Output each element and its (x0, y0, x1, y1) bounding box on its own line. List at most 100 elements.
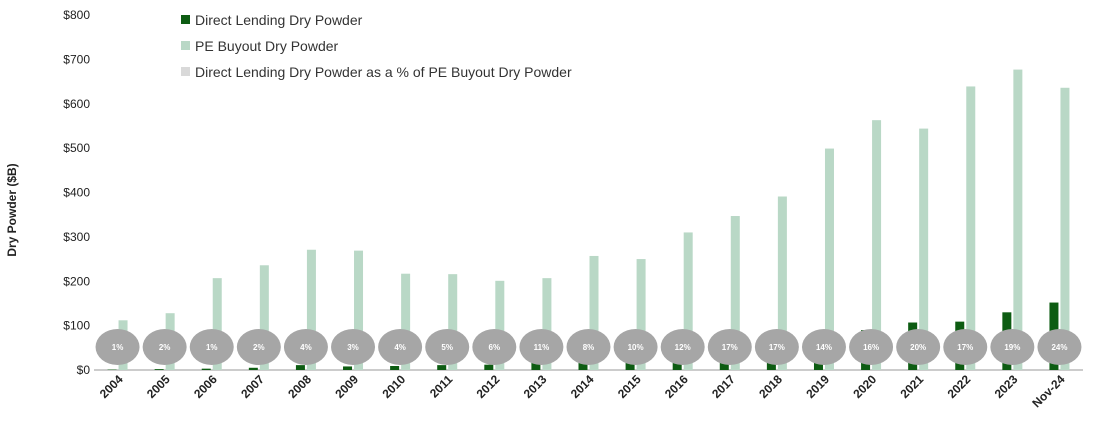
x-tick-label: 2022 (945, 372, 974, 401)
ratio-label: 10% (628, 343, 644, 352)
ratio-bubble (801, 329, 846, 365)
ratio-label: 1% (112, 343, 124, 352)
bar-pe-buyout (448, 274, 458, 370)
x-tick-label: 2021 (898, 372, 927, 401)
x-tick-label: 2007 (238, 372, 267, 401)
legend-swatch-direct-lending (181, 15, 190, 24)
x-tick-label: 2005 (144, 372, 173, 401)
bar-pe-buyout (306, 249, 316, 370)
ratio-bubble (283, 329, 328, 365)
y-tick-label: $800 (63, 8, 90, 22)
bar-pe-buyout (354, 250, 364, 370)
legend: Direct Lending Dry Powder PE Buyout Dry … (181, 12, 572, 80)
x-tick-label: 2012 (474, 372, 503, 401)
x-tick-label: 2014 (568, 372, 597, 401)
ratio-label: 12% (675, 343, 691, 352)
legend-label-pe-buyout: PE Buyout Dry Powder (195, 38, 339, 54)
bar-direct-lending (390, 366, 400, 370)
ratio-label: 1% (206, 343, 218, 352)
x-tick-label: 2004 (97, 372, 126, 401)
y-tick-label: $300 (63, 230, 90, 244)
y-tick-label: $700 (63, 52, 90, 66)
ratio-label: 17% (769, 343, 785, 352)
x-tick-label: 2011 (427, 372, 456, 401)
ratio-bubble (236, 329, 281, 365)
legend-swatch-pe-buyout (181, 41, 190, 50)
ratio-bubble (943, 329, 988, 365)
x-axis: 2004 2005 2006 2007 2008 2009 2010 2011 2012 2013… (97, 372, 1068, 410)
bar-direct-lending (578, 361, 588, 370)
bar-pe-buyout (636, 259, 646, 370)
x-tick-label: 2015 (615, 372, 644, 401)
bar-pe-buyout (730, 216, 740, 370)
ratio-bubble (849, 329, 894, 365)
x-tick-label: Nov-24 (1029, 372, 1067, 410)
ratio-label: 2% (253, 343, 265, 352)
ratio-label: 20% (910, 343, 926, 352)
ratio-bubble (990, 329, 1035, 365)
y-axis: $0 $100 $200 $300 $400 $500 $600 $700 $800 (63, 8, 90, 377)
x-tick-label: 2023 (992, 372, 1021, 401)
legend-label-ratio: Direct Lending Dry Powder as a % of PE B… (195, 64, 572, 80)
ratio-bubble (519, 329, 564, 365)
ratio-bubble (896, 329, 941, 365)
y-tick-label: $200 (63, 274, 90, 288)
ratio-bubble (378, 329, 423, 365)
ratio-bubble (754, 329, 799, 365)
bar-pe-buyout (1013, 69, 1023, 371)
bar-pe-buyout (824, 148, 834, 370)
ratio-bubble (331, 329, 376, 365)
x-tick-label: 2017 (709, 372, 738, 401)
x-tick-label: 2018 (756, 372, 785, 401)
bar-pe-buyout (1060, 87, 1070, 371)
ratio-label: 19% (1004, 343, 1020, 352)
y-tick-label: $400 (63, 186, 90, 200)
y-tick-label: $0 (77, 363, 91, 377)
bar-direct-lending (248, 367, 258, 370)
ratio-label: 6% (489, 343, 501, 352)
bar-pe-buyout (919, 128, 929, 370)
bar-pe-buyout (966, 86, 976, 370)
ratio-bubble (566, 329, 611, 365)
ratio-label: 4% (300, 343, 312, 352)
y-tick-label: $100 (63, 319, 90, 333)
y-axis-label: Dry Powder ($B) (5, 163, 19, 256)
x-tick-label: 2013 (521, 372, 550, 401)
bar-direct-lending (201, 368, 211, 370)
bar-pe-buyout (589, 255, 599, 370)
ratio-bubble (613, 329, 658, 365)
bar-direct-lending (154, 369, 164, 370)
ratio-bubble (1037, 329, 1082, 365)
bar-pe-buyout (495, 280, 505, 370)
bar-pe-buyout (683, 232, 693, 370)
bar-pe-buyout (212, 278, 222, 370)
bar-direct-lending (295, 365, 305, 370)
ratio-bubble (707, 329, 752, 365)
ratio-label: 5% (441, 343, 453, 352)
ratio-label: 24% (1051, 343, 1067, 352)
x-tick-label: 2008 (285, 372, 314, 401)
ratio-label: 8% (583, 343, 595, 352)
bar-direct-lending (625, 358, 635, 370)
ratio-bubble (660, 329, 705, 365)
ratio-label: 2% (159, 343, 171, 352)
ratio-label: 4% (394, 343, 406, 352)
ratio-label: 11% (534, 343, 550, 352)
x-tick-label: 2009 (332, 372, 361, 401)
legend-label-direct-lending: Direct Lending Dry Powder (195, 12, 363, 28)
bar-direct-lending (437, 365, 447, 370)
ratio-label: 17% (722, 343, 738, 352)
ratio-bubble (142, 329, 187, 365)
bar-direct-lending (343, 366, 353, 370)
x-tick-label: 2020 (850, 372, 879, 401)
bars (107, 69, 1070, 371)
ratio-label: 16% (863, 343, 879, 352)
x-tick-label: 2006 (191, 372, 220, 401)
ratio-bubble (472, 329, 517, 365)
percent-labels: 1% 2% 1% 2% 4% 3% 4% 5% 6% 11% 8% 10% 12% 17% 17% 14% 16… (95, 329, 1082, 365)
ratio-bubble (425, 329, 470, 365)
bar-pe-buyout (401, 273, 411, 370)
bar-pe-buyout (872, 120, 882, 370)
x-tick-label: 2019 (803, 372, 832, 401)
